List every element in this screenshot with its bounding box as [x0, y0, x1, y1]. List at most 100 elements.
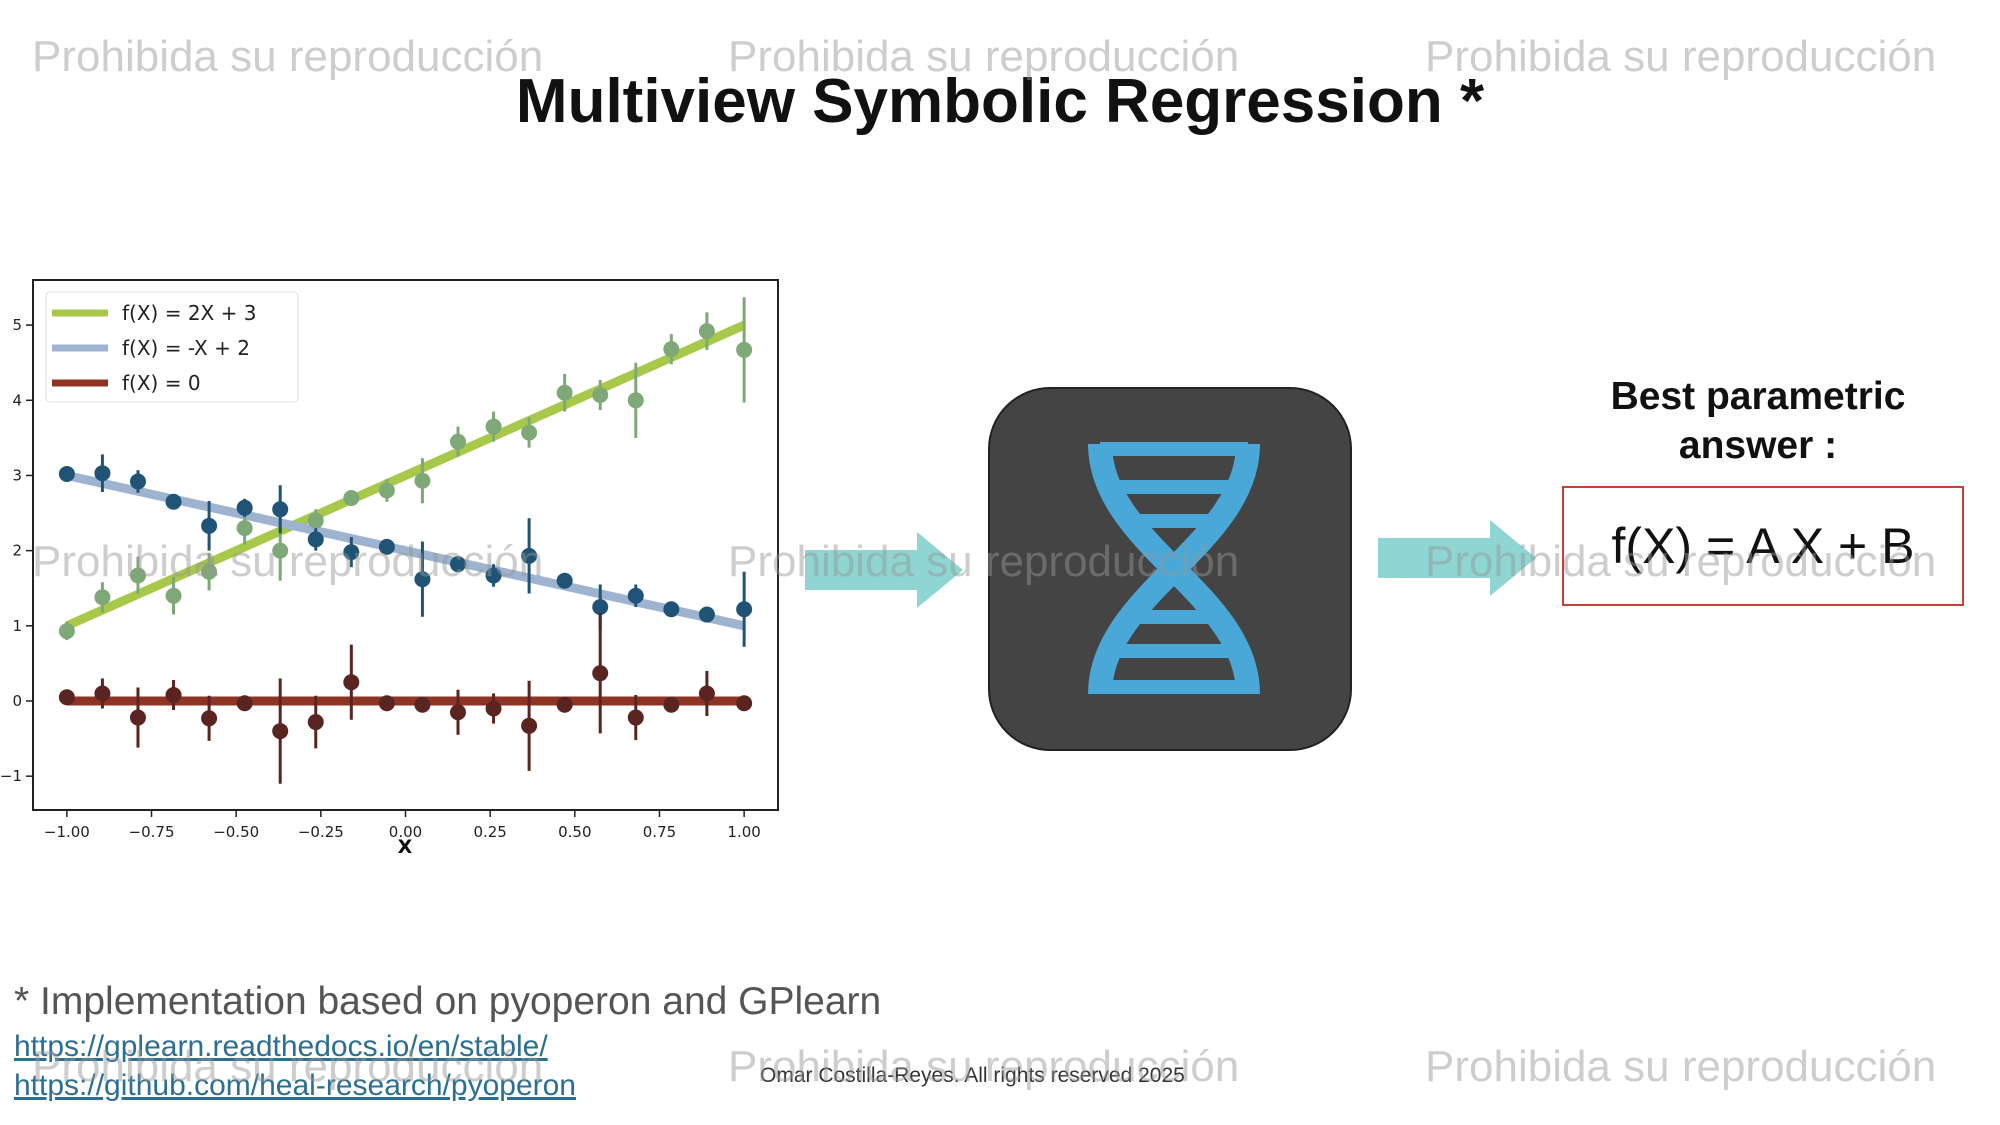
data-points	[58, 297, 753, 784]
x-tick-label: −0.50	[213, 823, 259, 841]
data-point	[449, 556, 466, 573]
data-point	[343, 674, 360, 691]
data-point	[165, 493, 182, 510]
data-point	[556, 384, 573, 401]
legend-label-1: f(X) = 2X + 3	[122, 301, 256, 325]
x-tick-label: 1.00	[727, 823, 760, 841]
arrow-right-icon	[1378, 520, 1536, 596]
y-tick-label: 2	[12, 542, 22, 560]
data-point	[272, 542, 289, 559]
y-tick-label: 0	[12, 692, 22, 710]
data-point	[736, 695, 753, 712]
series-line-1	[65, 320, 746, 630]
data-point	[201, 563, 218, 580]
dna-icon	[1088, 442, 1260, 695]
data-point	[449, 704, 466, 721]
arrow-right-icon	[805, 532, 963, 608]
y-tick-label: 1	[12, 617, 22, 635]
data-point	[627, 709, 644, 726]
answer-heading-line2: answer :	[1678, 424, 1838, 467]
data-point	[521, 547, 538, 564]
data-point	[556, 696, 573, 713]
data-point	[556, 572, 573, 589]
x-tick-label: 0.50	[558, 823, 591, 841]
data-point	[307, 512, 324, 529]
data-point	[236, 695, 253, 712]
data-point	[698, 685, 715, 702]
data-point	[378, 538, 395, 555]
gplearn-link[interactable]: https://gplearn.readthedocs.io/en/stable…	[14, 1030, 548, 1063]
axis-ticks: −1.00 −0.75 −0.50 −0.25 0.00 0.25 0.50 0.75 1.00…	[0, 316, 761, 841]
x-tick-label: −0.75	[129, 823, 175, 841]
dna-process-box	[988, 387, 1352, 751]
data-point	[414, 696, 431, 713]
data-point	[58, 689, 75, 706]
data-point	[272, 501, 289, 518]
data-point	[343, 544, 360, 561]
data-point	[592, 665, 609, 682]
data-point	[627, 392, 644, 409]
data-point	[592, 387, 609, 404]
implementation-footnote: * Implementation based on pyoperon and G…	[14, 980, 882, 1023]
y-tick-label: 5	[12, 316, 22, 334]
regression-chart: −1.00 −0.75 −0.50 −0.25 0.00 0.25 0.50 0.75 1.00…	[0, 279, 779, 858]
data-point	[485, 418, 502, 435]
answer-heading-line1: Best parametric	[1610, 375, 1906, 418]
answer-formula: f(X) = A X + B	[1611, 518, 1915, 574]
data-point	[165, 686, 182, 703]
data-point	[485, 700, 502, 717]
data-point	[236, 499, 253, 516]
data-point	[663, 601, 680, 618]
data-point	[94, 465, 111, 482]
data-point	[165, 587, 182, 604]
data-point	[94, 685, 111, 702]
x-tick-label: 0.75	[643, 823, 676, 841]
data-point	[698, 606, 715, 623]
data-point	[129, 567, 146, 584]
pyoperon-link[interactable]: https://github.com/heal-research/pyopero…	[14, 1069, 576, 1102]
data-point	[58, 465, 75, 482]
data-point	[736, 601, 753, 618]
data-point	[414, 472, 431, 489]
x-axis-label: X	[398, 836, 413, 858]
data-point	[307, 531, 324, 548]
data-point	[627, 587, 644, 604]
data-point	[663, 341, 680, 358]
answer-heading: Best parametric answer :	[1548, 372, 1968, 470]
data-point	[201, 517, 218, 534]
legend-label-3: f(X) = 0	[122, 371, 201, 395]
data-point	[58, 623, 75, 640]
data-point	[449, 433, 466, 450]
data-point	[129, 709, 146, 726]
y-tick-label: −1	[0, 767, 22, 785]
data-point	[663, 696, 680, 713]
data-point	[201, 710, 218, 727]
legend-label-2: f(X) = -X + 2	[122, 336, 250, 360]
data-point	[378, 482, 395, 499]
legend-frame	[45, 291, 299, 403]
answer-formula-box: f(X) = A X + B	[1562, 486, 1964, 606]
y-tick-label: 3	[12, 466, 22, 484]
data-point	[521, 717, 538, 734]
y-tick-label: 4	[12, 391, 22, 409]
data-point	[307, 714, 324, 731]
data-point	[272, 723, 289, 740]
data-point	[129, 473, 146, 490]
x-tick-label: −0.25	[298, 823, 344, 841]
data-point	[236, 520, 253, 537]
data-point	[736, 341, 753, 358]
data-point	[378, 695, 395, 712]
x-tick-label: −1.00	[44, 823, 90, 841]
data-point	[592, 599, 609, 616]
legend: f(X) = 2X + 3 f(X) = -X + 2 f(X) = 0	[45, 291, 299, 403]
data-point	[521, 424, 538, 441]
watermark: Prohibida su reproducción	[1425, 1042, 1937, 1091]
data-point	[485, 567, 502, 584]
data-point	[698, 323, 715, 340]
data-point	[343, 490, 360, 507]
data-point	[414, 571, 431, 588]
data-point	[94, 589, 111, 606]
copyright-notice: Omar Costilla-Reyes. All rights reserved…	[760, 1064, 1185, 1087]
slide-title: Multiview Symbolic Regression *	[515, 67, 1485, 136]
x-tick-label: 0.25	[473, 823, 506, 841]
